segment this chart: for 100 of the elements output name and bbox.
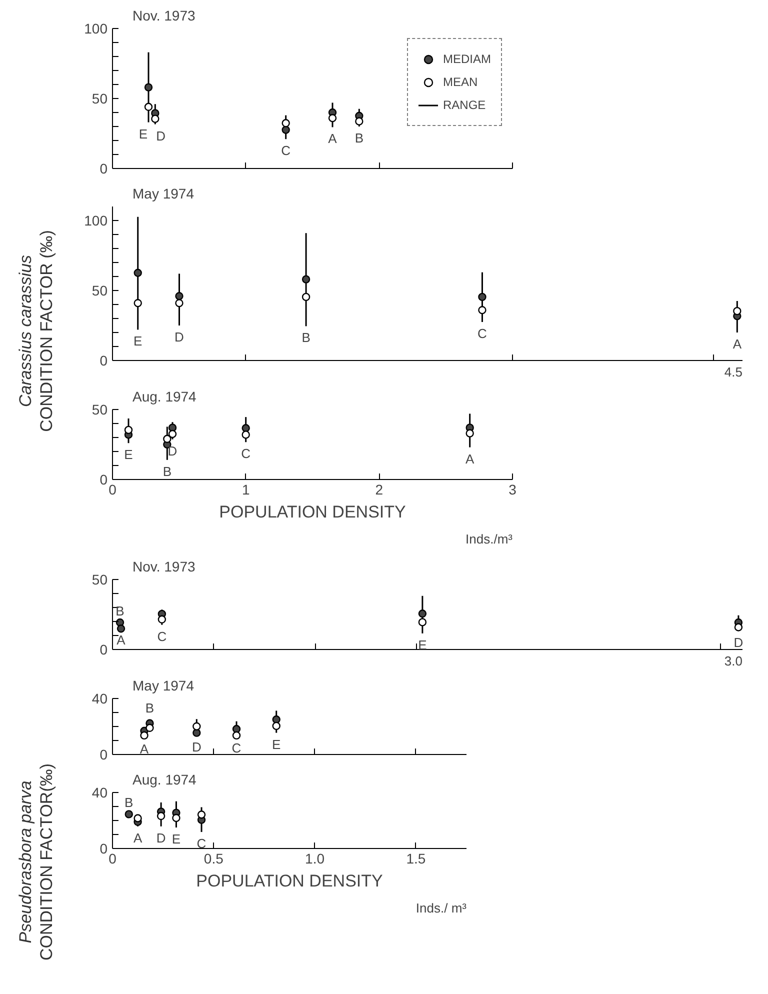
- point: [172, 814, 180, 822]
- point: [232, 731, 241, 740]
- annotation: A: [116, 632, 126, 648]
- y-tick-label: 0: [100, 840, 108, 856]
- y-tick-label: 100: [84, 212, 108, 228]
- x-tick-label: 3: [508, 482, 517, 498]
- annotation: E: [124, 447, 134, 462]
- point: [116, 624, 126, 633]
- point: [140, 731, 148, 740]
- annotation: E: [172, 832, 181, 846]
- point: [272, 722, 280, 730]
- y-tick-label: 0: [100, 642, 108, 658]
- point: [478, 306, 486, 314]
- point: [134, 299, 142, 308]
- annotation: C: [241, 446, 251, 462]
- annotation: E: [272, 736, 282, 752]
- annotation: D: [168, 443, 178, 458]
- annotation: A: [466, 451, 474, 466]
- y-tick-label: 0: [100, 352, 108, 368]
- point: [282, 119, 290, 128]
- point: [302, 292, 310, 302]
- point: [197, 810, 206, 819]
- point: [282, 126, 290, 134]
- annotation: A: [328, 131, 338, 146]
- point: [733, 306, 742, 316]
- legend-label: MEDIAM: [443, 52, 491, 66]
- x-axis-title: POPULATION DENSITY: [219, 502, 406, 522]
- annotation: D: [156, 128, 166, 144]
- y-tick-label: 100: [84, 20, 108, 36]
- y-tick-label: 50: [92, 282, 108, 298]
- annotation: B: [162, 464, 172, 479]
- annotation: C: [196, 836, 206, 851]
- annotation: A: [140, 742, 149, 757]
- chart-title: Aug. 1974: [132, 772, 197, 788]
- y-tick-label: 0: [100, 746, 108, 762]
- annotation: C: [478, 326, 487, 341]
- annotation: B: [302, 330, 310, 346]
- x-tick-label: 1.0: [305, 850, 325, 866]
- chart-title: Nov. 1973: [132, 558, 196, 574]
- chart-title: May 1974: [132, 186, 194, 202]
- annotation: D: [174, 330, 184, 344]
- point: [163, 434, 172, 443]
- annotation: D: [192, 739, 202, 754]
- y-tick-label: 40: [92, 690, 108, 706]
- chart-title: May 1974: [132, 678, 194, 694]
- annotation: B: [124, 795, 134, 810]
- point: [175, 299, 184, 308]
- y-axis-title: Pseudorasbora parva CONDITION FACTOR(‰): [14, 763, 57, 961]
- point: [478, 292, 486, 302]
- point: [734, 623, 742, 632]
- point: [158, 615, 166, 624]
- point: [418, 610, 427, 618]
- x-tick-label: 0.5: [204, 850, 224, 866]
- y-tick-label: 0: [100, 160, 108, 176]
- x-axis-title: POPULATION DENSITY: [196, 872, 383, 890]
- point: [156, 812, 166, 820]
- text: Inds./m³: [466, 532, 514, 546]
- y-tick-label: 50: [92, 90, 108, 106]
- text: Inds./ m³: [416, 900, 468, 916]
- chart-title: Aug. 1974: [132, 388, 197, 404]
- y-tick-label: 50: [92, 572, 108, 588]
- annotation: RANGE: [443, 98, 486, 112]
- annotation: A: [732, 336, 742, 352]
- annotation: B: [354, 130, 364, 146]
- annotation: B: [116, 603, 124, 618]
- y-tick-label: 50: [92, 402, 108, 418]
- annotation: C: [232, 740, 242, 756]
- point: [124, 426, 133, 434]
- point: [418, 618, 427, 626]
- point: [146, 724, 154, 732]
- x-tick-label: 1: [242, 482, 250, 498]
- y-axis-title: Carassius carassius CONDITION FACTOR (‰): [14, 230, 57, 432]
- point: [144, 102, 153, 111]
- point: [302, 275, 310, 284]
- annotation: C: [281, 143, 291, 158]
- point: [134, 814, 142, 822]
- annotation: E: [134, 334, 143, 349]
- y-tick-label: 40: [92, 784, 108, 800]
- y-tick-label: 0: [100, 472, 108, 488]
- point: [134, 268, 142, 277]
- chart-title: Nov. 1973: [132, 8, 196, 24]
- text: 4.5: [724, 364, 743, 380]
- annotation: C: [157, 628, 167, 644]
- point: [124, 810, 133, 818]
- point: [466, 429, 474, 438]
- x-tick-label: 2: [375, 482, 384, 498]
- point: [328, 114, 337, 122]
- text: 3.0: [724, 654, 743, 668]
- annotation: D: [156, 830, 166, 846]
- point: [192, 722, 201, 730]
- point: [355, 117, 364, 126]
- annotation: D: [734, 635, 744, 650]
- point: [144, 83, 153, 92]
- point: [175, 292, 184, 300]
- point: [168, 430, 177, 438]
- point: [242, 424, 250, 432]
- x-tick-label: 1.5: [406, 850, 426, 866]
- point: [242, 430, 250, 439]
- annotation: E: [418, 637, 428, 652]
- annotation: E: [138, 126, 148, 142]
